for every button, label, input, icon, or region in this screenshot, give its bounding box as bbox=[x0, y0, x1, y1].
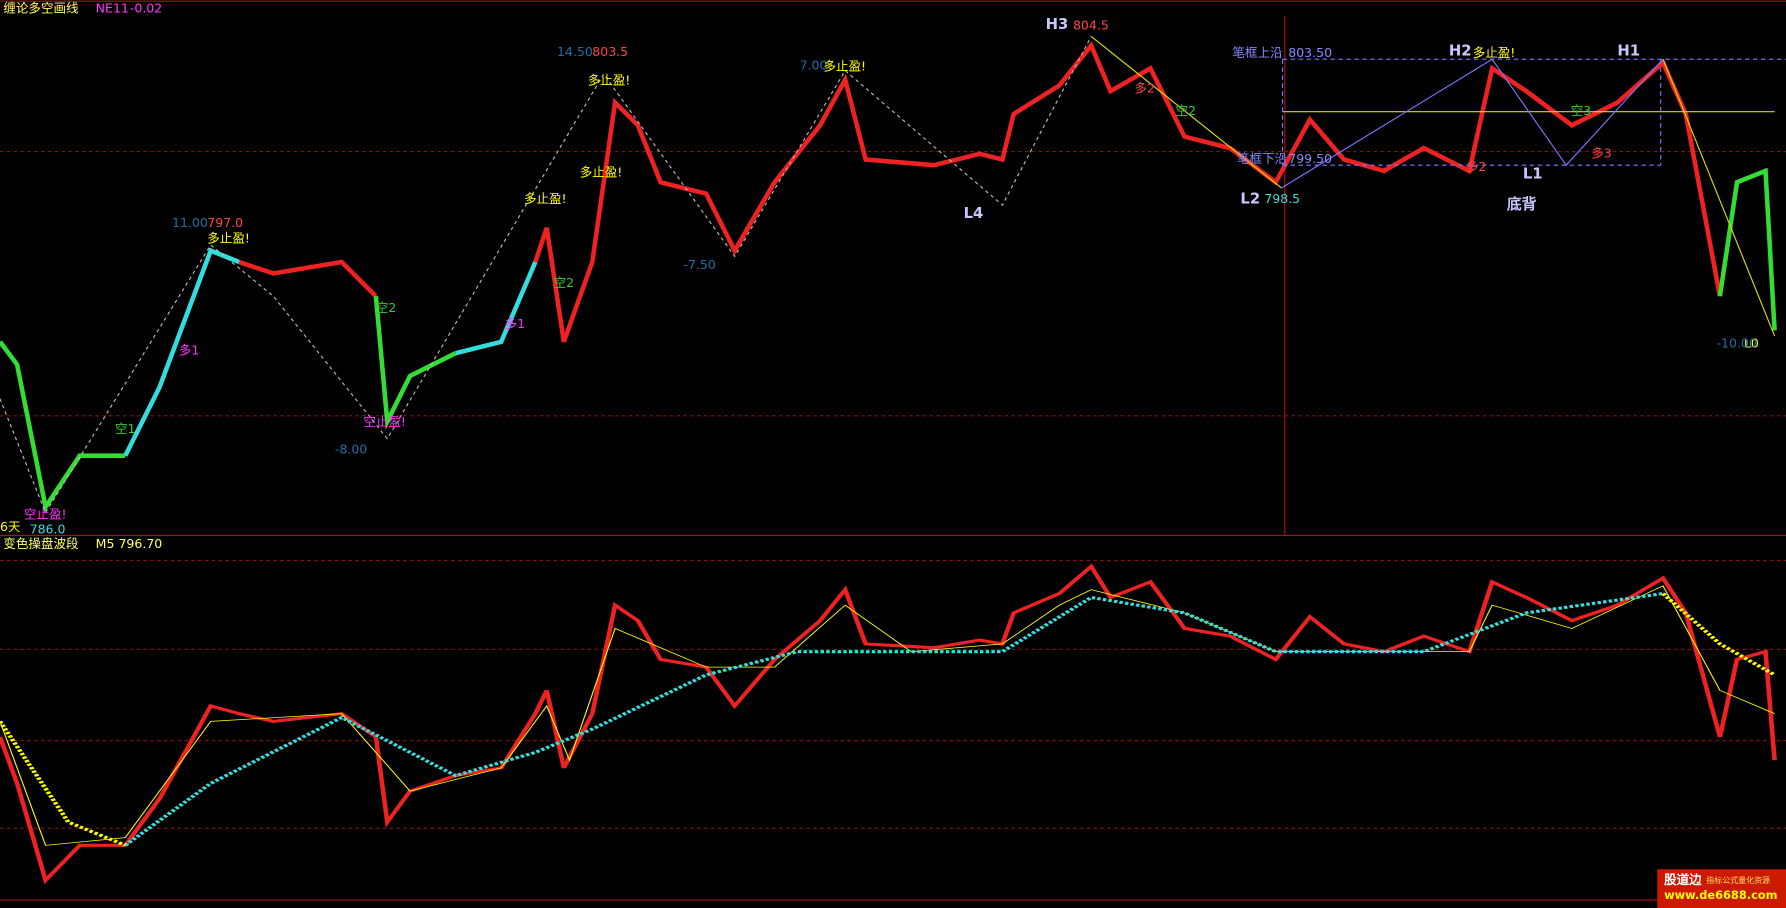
label: 笔框下沿 bbox=[1237, 151, 1287, 166]
label: H3 bbox=[1046, 16, 1069, 33]
label: 多1 bbox=[179, 342, 199, 357]
label: 空2 bbox=[1175, 103, 1195, 118]
label: 多止盈! bbox=[1473, 45, 1516, 60]
label: -7.50 bbox=[683, 257, 715, 272]
stroke-box bbox=[1281, 58, 1786, 166]
blue-strokes bbox=[1281, 58, 1664, 189]
indicator-param: NE11 bbox=[96, 1, 129, 16]
label: 多止盈! bbox=[588, 72, 631, 87]
label: -10.00 bbox=[1717, 336, 1757, 351]
label: 14.50 bbox=[557, 44, 593, 59]
label: 多止盈! bbox=[580, 165, 623, 180]
label: 空3 bbox=[1571, 103, 1591, 118]
label: 803.5 bbox=[592, 44, 628, 59]
label: 空1 bbox=[115, 421, 135, 436]
label: -8.00 bbox=[335, 442, 367, 457]
watermark-tagline: 指标公式量化资源 bbox=[1706, 875, 1770, 885]
label: 7.00 bbox=[800, 58, 828, 73]
label: 笔框上沿 bbox=[1232, 45, 1282, 60]
watermark-brand: 股道边 bbox=[1664, 872, 1702, 887]
label: 11.00 bbox=[172, 215, 208, 230]
label: L2 bbox=[1240, 190, 1260, 207]
stroke-lines bbox=[0, 36, 1092, 514]
label: 多止盈! bbox=[524, 191, 567, 206]
indicator-value: 796.70 bbox=[118, 536, 162, 551]
indicator-name[interactable]: 缠论多空画线 bbox=[3, 1, 79, 16]
label: 6天 bbox=[0, 519, 21, 534]
label: 786.0 bbox=[30, 521, 66, 536]
label: 多止盈! bbox=[207, 231, 250, 246]
watermark: 股道边 指标公式量化资源 www.de6688.com bbox=[1657, 869, 1786, 908]
indicator-param: M5 bbox=[96, 536, 115, 551]
indicator-name[interactable]: 变色操盘波段 bbox=[3, 536, 79, 551]
label: H2 bbox=[1449, 42, 1472, 59]
indicator-value: -0.02 bbox=[130, 1, 162, 16]
label: 797.0 bbox=[207, 215, 243, 230]
price-bottom bbox=[0, 563, 1777, 885]
annotations: H3 804.5 14.50 803.5 多止盈! 7.00 多止盈! 11.0… bbox=[0, 16, 1759, 536]
label: 多3 bbox=[1591, 145, 1611, 160]
label: 多2 bbox=[1134, 80, 1154, 95]
label: 多止盈! bbox=[824, 59, 867, 74]
label: 多1 bbox=[505, 316, 525, 331]
label: L0 bbox=[1744, 336, 1759, 351]
label: H1 bbox=[1617, 42, 1640, 59]
label: 空2 bbox=[554, 275, 574, 290]
label: 798.5 bbox=[1264, 191, 1300, 206]
label: L1 bbox=[1523, 165, 1543, 182]
watermark-url[interactable]: www.de6688.com bbox=[1664, 888, 1777, 902]
label: 底背 bbox=[1507, 195, 1537, 213]
label: L4 bbox=[964, 205, 984, 222]
label: 多2 bbox=[1466, 159, 1486, 174]
label: 799.50 bbox=[1288, 151, 1332, 166]
label: 803.50 bbox=[1288, 45, 1332, 60]
label: 空止盈! bbox=[363, 414, 406, 429]
label: 空止盈! bbox=[24, 506, 67, 521]
label: 空2 bbox=[376, 300, 396, 315]
label: 804.5 bbox=[1073, 18, 1109, 33]
